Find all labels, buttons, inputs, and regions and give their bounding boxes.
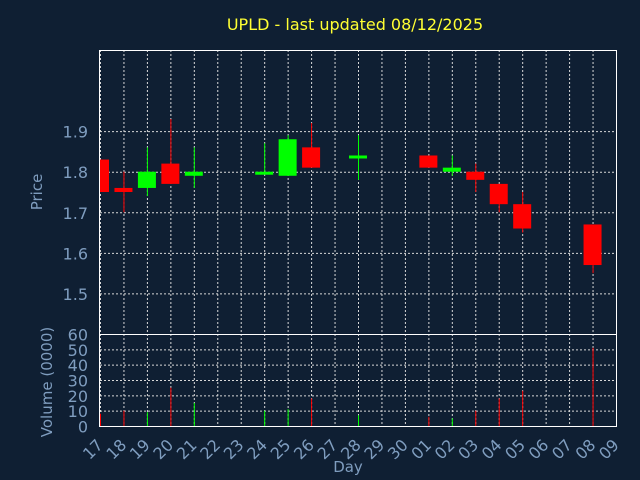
candle-body: [100, 159, 109, 192]
candle-body: [161, 163, 180, 184]
price-tick-label: 1.9: [63, 123, 88, 142]
candle-body: [419, 155, 438, 168]
volume-tick-label: 40: [68, 356, 88, 375]
candle-body: [114, 187, 133, 192]
candle-body: [513, 204, 532, 229]
volume-axis-label: Volume (0000): [38, 327, 56, 437]
candle-body: [583, 224, 602, 266]
candle-body: [489, 183, 508, 205]
candle-body: [184, 171, 203, 176]
price-tick-label: 1.7: [63, 204, 88, 223]
grid: [100, 50, 617, 426]
candle-body: [442, 167, 461, 172]
volume-tick-label: 0: [78, 418, 88, 437]
volume-tick-label: 20: [68, 387, 88, 406]
candle-body: [255, 171, 274, 175]
chart-title: UPLD - last updated 08/12/2025: [227, 15, 483, 34]
marks: [100, 118, 602, 426]
volume-tick-label: 60: [68, 326, 88, 345]
volume-tick-label: 30: [68, 372, 88, 391]
volume-tick-label: 50: [68, 341, 88, 360]
candle-body: [466, 171, 485, 180]
volume-panel-frame: [99, 334, 617, 427]
candle-body: [278, 139, 297, 176]
price-axis-label: Price: [28, 174, 46, 211]
candle-body: [349, 155, 367, 159]
price-tick-label: 1.8: [63, 163, 88, 182]
x-tick-label: 09: [595, 435, 623, 463]
candle-body: [302, 147, 321, 168]
price-tick-label: 1.6: [63, 244, 88, 263]
x-axis-label: Day: [333, 458, 363, 476]
candle-body: [137, 171, 156, 188]
price-tick-label: 1.5: [63, 285, 88, 304]
volume-tick-label: 10: [68, 402, 88, 421]
